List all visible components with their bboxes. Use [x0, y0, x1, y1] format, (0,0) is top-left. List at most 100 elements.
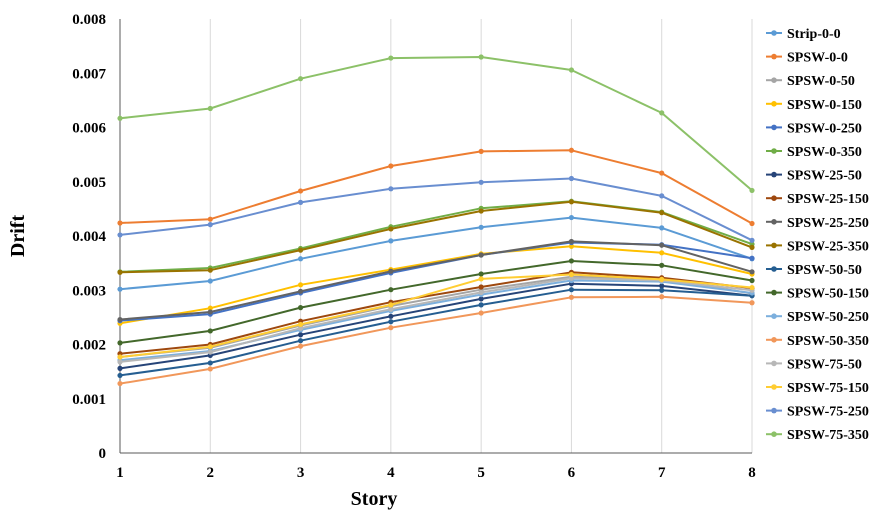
legend-swatch-marker [771, 360, 777, 367]
data-point [749, 244, 755, 250]
legend-swatch-marker [771, 431, 777, 438]
data-point [749, 269, 755, 275]
legend-swatch-marker [771, 30, 777, 36]
data-point [207, 349, 213, 355]
y-tick-label: 0.006 [72, 121, 106, 137]
data-point [297, 247, 304, 253]
x-tick-label: 5 [477, 465, 485, 481]
legend-swatch-marker [771, 337, 777, 343]
data-point [117, 340, 123, 346]
legend-entry: SPSW-0-50 [766, 74, 855, 89]
legend-label: SPSW-0-150 [787, 98, 862, 113]
y-axis-title: Drift [7, 215, 29, 258]
legend-label: SPSW-50-150 [787, 287, 869, 302]
data-point [207, 267, 213, 273]
legend-swatch-marker [771, 77, 777, 83]
legend-entry: SPSW-0-150 [766, 98, 862, 113]
data-point [388, 287, 394, 293]
legend-entry: Strip-0-0 [766, 27, 841, 42]
x-tick-label: 8 [748, 465, 756, 481]
data-point [117, 380, 123, 387]
data-point [388, 325, 394, 331]
data-point [117, 316, 123, 323]
data-point [297, 338, 304, 344]
data-point [207, 105, 213, 112]
data-point [568, 175, 575, 182]
data-point [659, 210, 665, 216]
legend-swatch-marker [771, 219, 777, 225]
legend-label: SPSW-25-350 [787, 239, 869, 254]
data-point [117, 365, 123, 371]
legend-label: SPSW-50-250 [787, 310, 869, 325]
data-point [297, 199, 304, 205]
data-point [117, 232, 123, 238]
data-point [568, 147, 575, 153]
legend-entry: SPSW-50-350 [766, 334, 869, 349]
data-point [388, 313, 394, 319]
data-point [659, 170, 665, 176]
legend-swatch-marker [771, 407, 777, 414]
data-point [478, 208, 484, 214]
legend-swatch-marker [771, 148, 777, 154]
legend-entry: SPSW-75-350 [766, 428, 869, 443]
data-point [659, 250, 665, 256]
data-point [388, 306, 394, 312]
data-point [117, 359, 123, 365]
data-point [207, 222, 213, 228]
data-point [478, 252, 484, 258]
legend-entry: SPSW-25-50 [766, 169, 862, 184]
y-tick-label: 0.005 [72, 175, 106, 191]
series-line [119, 271, 753, 355]
data-point [207, 305, 213, 311]
data-point [478, 276, 484, 282]
x-tick-label: 2 [207, 465, 215, 481]
data-point [568, 275, 575, 281]
series-line [119, 216, 753, 291]
legend-swatch-marker [771, 242, 777, 249]
legend-swatch-marker [771, 171, 777, 178]
data-point [207, 360, 213, 366]
data-point [297, 288, 304, 294]
x-tick-label: 3 [297, 465, 305, 481]
series-line [119, 273, 753, 358]
data-point [659, 262, 665, 268]
legend-label: SPSW-75-50 [787, 357, 862, 372]
series-line [119, 240, 753, 321]
legend-entry: SPSW-50-250 [766, 310, 869, 325]
series-SPSW-75-250 [117, 175, 755, 243]
data-point [117, 220, 123, 226]
data-point [117, 372, 123, 379]
tick-labels: 0 0.001 0.002 0.003 0.004 0.005 0.006 0.007 0.00… [72, 12, 756, 481]
legend: Strip-0-0 SPSW-0-0 SPSW-0-50 SPSW-0-150 SPSW… [766, 27, 869, 443]
legend-label: SPSW-0-250 [787, 121, 862, 136]
legend-entry: SPSW-25-250 [766, 216, 869, 231]
data-point [659, 225, 665, 231]
data-point [659, 287, 665, 293]
legend-label: SPSW-50-350 [787, 334, 869, 349]
data-point [478, 289, 484, 296]
data-point [207, 216, 213, 222]
data-point [749, 300, 755, 306]
data-point [568, 67, 575, 73]
legend-label: SPSW-75-350 [787, 428, 869, 443]
y-tick-label: 0.003 [72, 283, 106, 299]
legend-swatch-marker [771, 313, 777, 320]
series-SPSW-0-0 [117, 147, 755, 227]
series-SPSW-75-150 [117, 271, 755, 360]
data-point [478, 302, 484, 308]
y-tick-label: 0.001 [72, 392, 106, 408]
data-point [297, 343, 304, 349]
x-tick-label: 4 [387, 465, 395, 481]
x-tick-label: 6 [568, 465, 576, 481]
data-point [478, 224, 484, 230]
legend-swatch-marker [771, 53, 777, 60]
data-point [297, 305, 304, 311]
data-point [749, 255, 755, 261]
legend-entry: SPSW-50-50 [766, 263, 862, 278]
data-point [388, 268, 394, 274]
series-line [119, 245, 753, 325]
legend-entry: SPSW-75-150 [766, 381, 869, 396]
series-SPSW-50-50 [117, 287, 755, 379]
series-SPSW-75-350 [117, 54, 755, 194]
